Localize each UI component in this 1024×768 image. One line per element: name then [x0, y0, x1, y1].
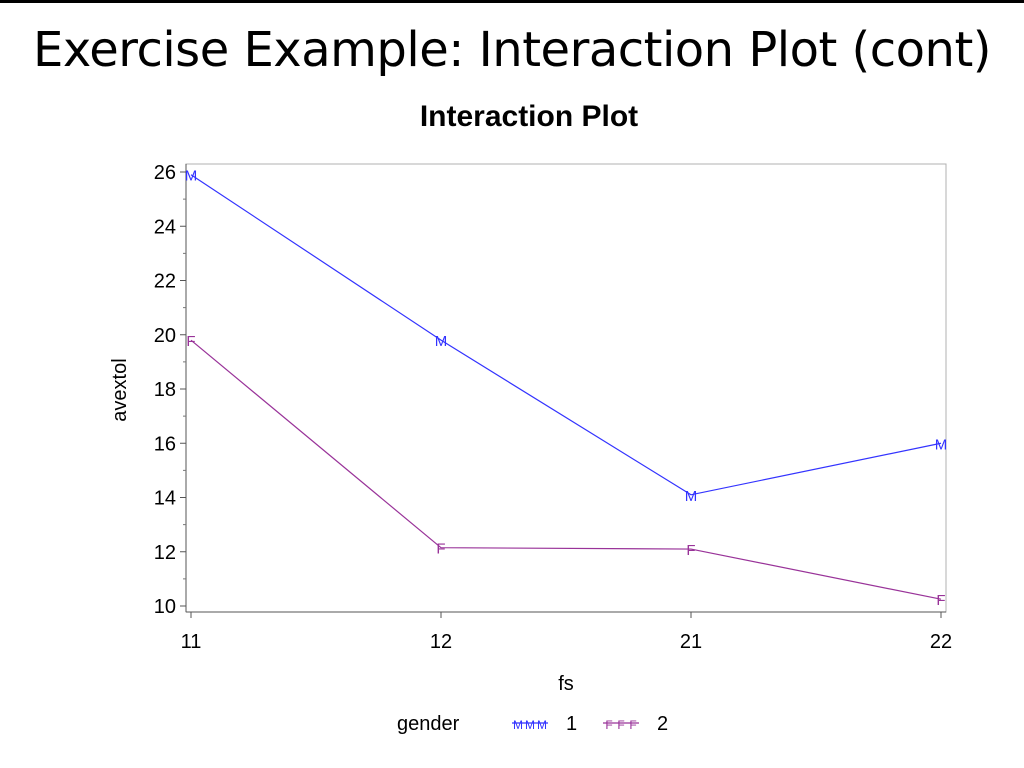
y-axis: 10 12 14 16 18 20 22 24 26	[154, 162, 186, 618]
x-axis: 11 12 21 22	[181, 612, 952, 653]
series-layer: M M M M F F F F	[185, 168, 948, 610]
plot-frame	[185, 163, 947, 613]
legend-swatch-marker: F	[617, 718, 624, 732]
data-point-marker: M	[935, 436, 948, 453]
data-point-marker: F	[186, 333, 195, 350]
legend-swatch-marker: F	[605, 718, 612, 732]
data-point-marker: M	[685, 488, 698, 505]
y-axis-label: avextol	[109, 358, 131, 421]
y-tick-label: 14	[154, 488, 176, 510]
y-tick-label: 16	[154, 433, 176, 455]
legend-swatch-marker: M	[513, 718, 523, 732]
slide-title: Exercise Example: Interaction Plot (cont…	[32, 22, 992, 78]
y-tick-label: 24	[154, 216, 176, 238]
y-tick-label: 12	[154, 542, 176, 564]
legend-entry-label: 2	[657, 713, 668, 735]
legend-title: gender	[397, 713, 460, 735]
y-tick-label: 18	[154, 379, 176, 401]
series-line-1	[190, 174, 942, 496]
legend: gender M M M 1 F F F 2	[397, 713, 668, 735]
chart-title: Interaction Plot	[420, 100, 638, 133]
series-line-2	[190, 339, 942, 600]
legend-entry-label: 1	[566, 713, 577, 735]
y-tick-label: 20	[154, 325, 176, 347]
y-tick-label: 10	[154, 596, 176, 618]
x-tick-label: 12	[430, 631, 452, 653]
data-point-marker: F	[686, 542, 695, 559]
x-tick-label: 11	[181, 631, 202, 653]
legend-swatch-marker: M	[537, 718, 547, 732]
data-point-marker: M	[435, 333, 448, 350]
x-tick-label: 21	[680, 631, 702, 653]
x-axis-label: fs	[558, 673, 574, 695]
legend-swatch-marker: F	[629, 718, 636, 732]
data-point-marker: F	[436, 541, 445, 558]
x-tick-label: 22	[930, 631, 952, 653]
legend-swatch-marker: M	[525, 718, 535, 732]
top-rule	[0, 0, 1024, 3]
y-tick-label: 26	[154, 162, 176, 184]
data-point-marker: M	[185, 168, 198, 185]
y-tick-label: 22	[154, 271, 176, 293]
data-point-marker: F	[936, 592, 945, 609]
